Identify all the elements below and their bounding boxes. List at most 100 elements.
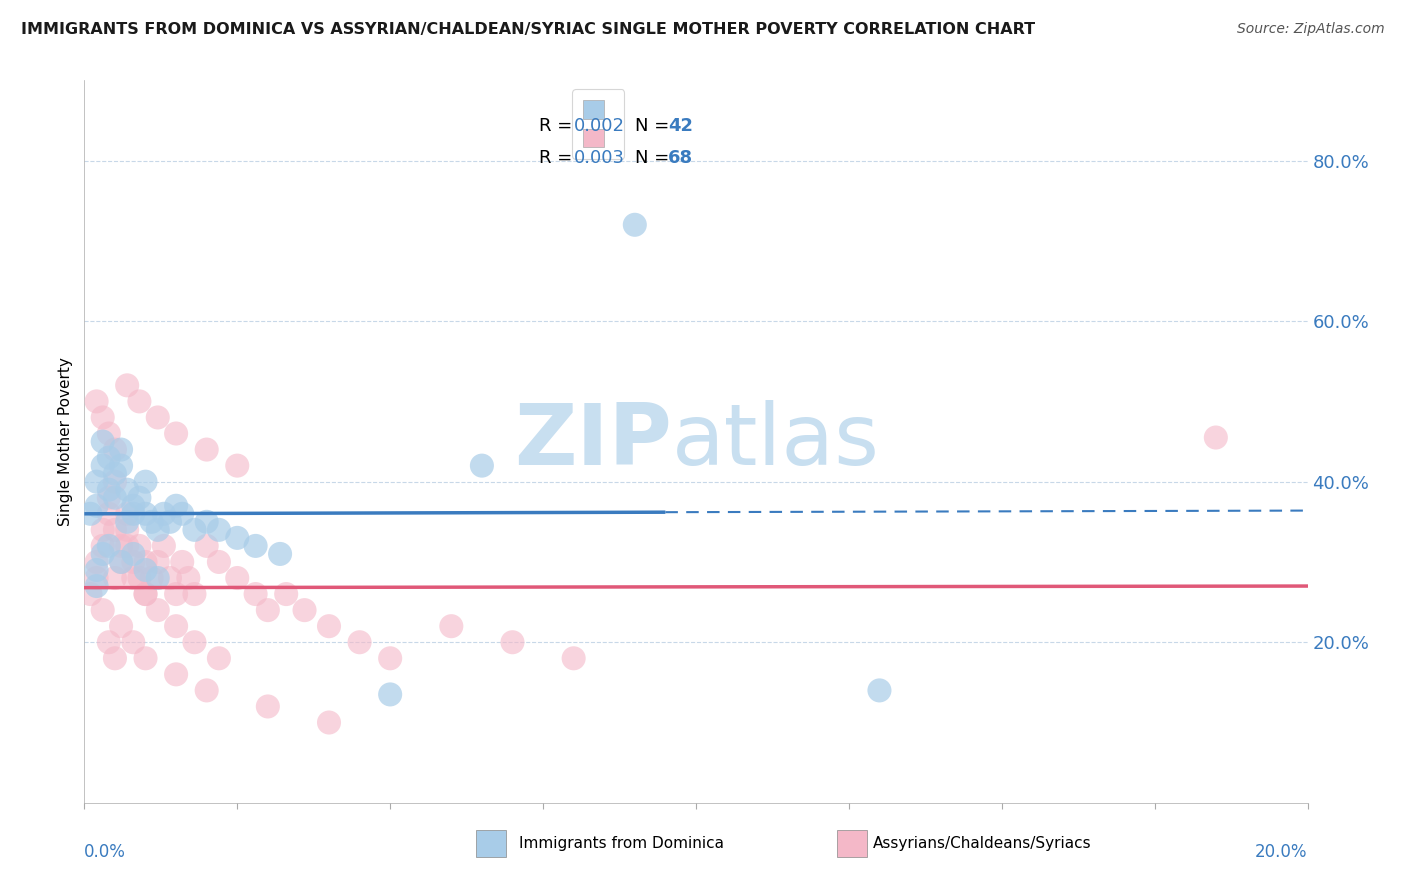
Point xyxy=(294,603,316,617)
Point xyxy=(122,571,145,585)
Point xyxy=(115,523,138,537)
Point xyxy=(195,539,218,553)
Point xyxy=(869,683,891,698)
Point xyxy=(122,555,145,569)
Point xyxy=(440,619,463,633)
Point xyxy=(146,603,169,617)
Point xyxy=(128,491,150,505)
Point xyxy=(86,394,108,409)
Point xyxy=(195,442,218,457)
Point xyxy=(165,426,187,441)
Point xyxy=(257,603,280,617)
Point xyxy=(122,499,145,513)
Text: 0.002: 0.002 xyxy=(574,117,624,135)
Point xyxy=(226,458,249,473)
Point xyxy=(146,555,169,569)
Point xyxy=(91,603,114,617)
Y-axis label: Single Mother Poverty: Single Mother Poverty xyxy=(58,357,73,526)
Point xyxy=(104,651,127,665)
Point xyxy=(135,555,157,569)
Point xyxy=(91,434,114,449)
Point xyxy=(104,571,127,585)
Point xyxy=(86,499,108,513)
Text: IMMIGRANTS FROM DOMINICA VS ASSYRIAN/CHALDEAN/SYRIAC SINGLE MOTHER POVERTY CORRE: IMMIGRANTS FROM DOMINICA VS ASSYRIAN/CHA… xyxy=(21,22,1035,37)
Point xyxy=(135,563,157,577)
Point xyxy=(562,651,585,665)
Point xyxy=(208,555,231,569)
Point xyxy=(97,507,120,521)
Point xyxy=(135,651,157,665)
Point xyxy=(245,539,267,553)
Text: 0.0%: 0.0% xyxy=(84,843,127,861)
Point xyxy=(208,651,231,665)
Point xyxy=(115,539,138,553)
Point xyxy=(115,507,138,521)
Point xyxy=(349,635,371,649)
Point xyxy=(165,619,187,633)
Point xyxy=(110,555,132,569)
Point xyxy=(122,507,145,521)
Point xyxy=(110,442,132,457)
Point xyxy=(141,571,163,585)
Point xyxy=(97,635,120,649)
Point xyxy=(86,563,108,577)
Point xyxy=(115,378,138,392)
Point xyxy=(226,531,249,545)
Text: 68: 68 xyxy=(668,149,693,167)
Point xyxy=(104,523,127,537)
Point xyxy=(276,587,298,601)
Point xyxy=(97,426,120,441)
Point xyxy=(471,458,494,473)
Point xyxy=(172,507,194,521)
Text: atlas: atlas xyxy=(672,400,880,483)
Point xyxy=(183,587,205,601)
Point xyxy=(141,515,163,529)
Point xyxy=(97,450,120,465)
Text: 20.0%: 20.0% xyxy=(1256,843,1308,861)
Point xyxy=(91,458,114,473)
Point xyxy=(86,555,108,569)
Text: N =: N = xyxy=(636,117,675,135)
Point xyxy=(91,547,114,561)
Text: R =: R = xyxy=(540,117,578,135)
Legend: , : , xyxy=(572,89,624,159)
Point xyxy=(128,539,150,553)
Point xyxy=(165,499,187,513)
Point xyxy=(318,715,340,730)
Point xyxy=(183,523,205,537)
Point xyxy=(195,683,218,698)
Point xyxy=(502,635,524,649)
Point xyxy=(104,491,127,505)
Point xyxy=(122,635,145,649)
Point xyxy=(1205,430,1227,444)
Point xyxy=(135,587,157,601)
Point xyxy=(86,475,108,489)
Point xyxy=(79,507,101,521)
Point xyxy=(128,394,150,409)
Point xyxy=(104,442,127,457)
Point xyxy=(128,571,150,585)
Point xyxy=(135,587,157,601)
Text: R =: R = xyxy=(540,149,578,167)
Point xyxy=(91,410,114,425)
Point xyxy=(104,467,127,481)
Point xyxy=(110,539,132,553)
Point xyxy=(110,458,132,473)
Point xyxy=(245,587,267,601)
Point xyxy=(226,571,249,585)
FancyBboxPatch shape xyxy=(475,830,506,857)
Point xyxy=(318,619,340,633)
Point xyxy=(115,483,138,497)
Point xyxy=(624,218,647,232)
Text: 0.003: 0.003 xyxy=(574,149,624,167)
Point xyxy=(115,515,138,529)
Point xyxy=(86,579,108,593)
Point xyxy=(110,619,132,633)
Point xyxy=(91,539,114,553)
Point xyxy=(380,687,402,701)
Point xyxy=(183,635,205,649)
Point xyxy=(110,555,132,569)
Text: Source: ZipAtlas.com: Source: ZipAtlas.com xyxy=(1237,22,1385,37)
Point xyxy=(380,651,402,665)
Point xyxy=(146,523,169,537)
